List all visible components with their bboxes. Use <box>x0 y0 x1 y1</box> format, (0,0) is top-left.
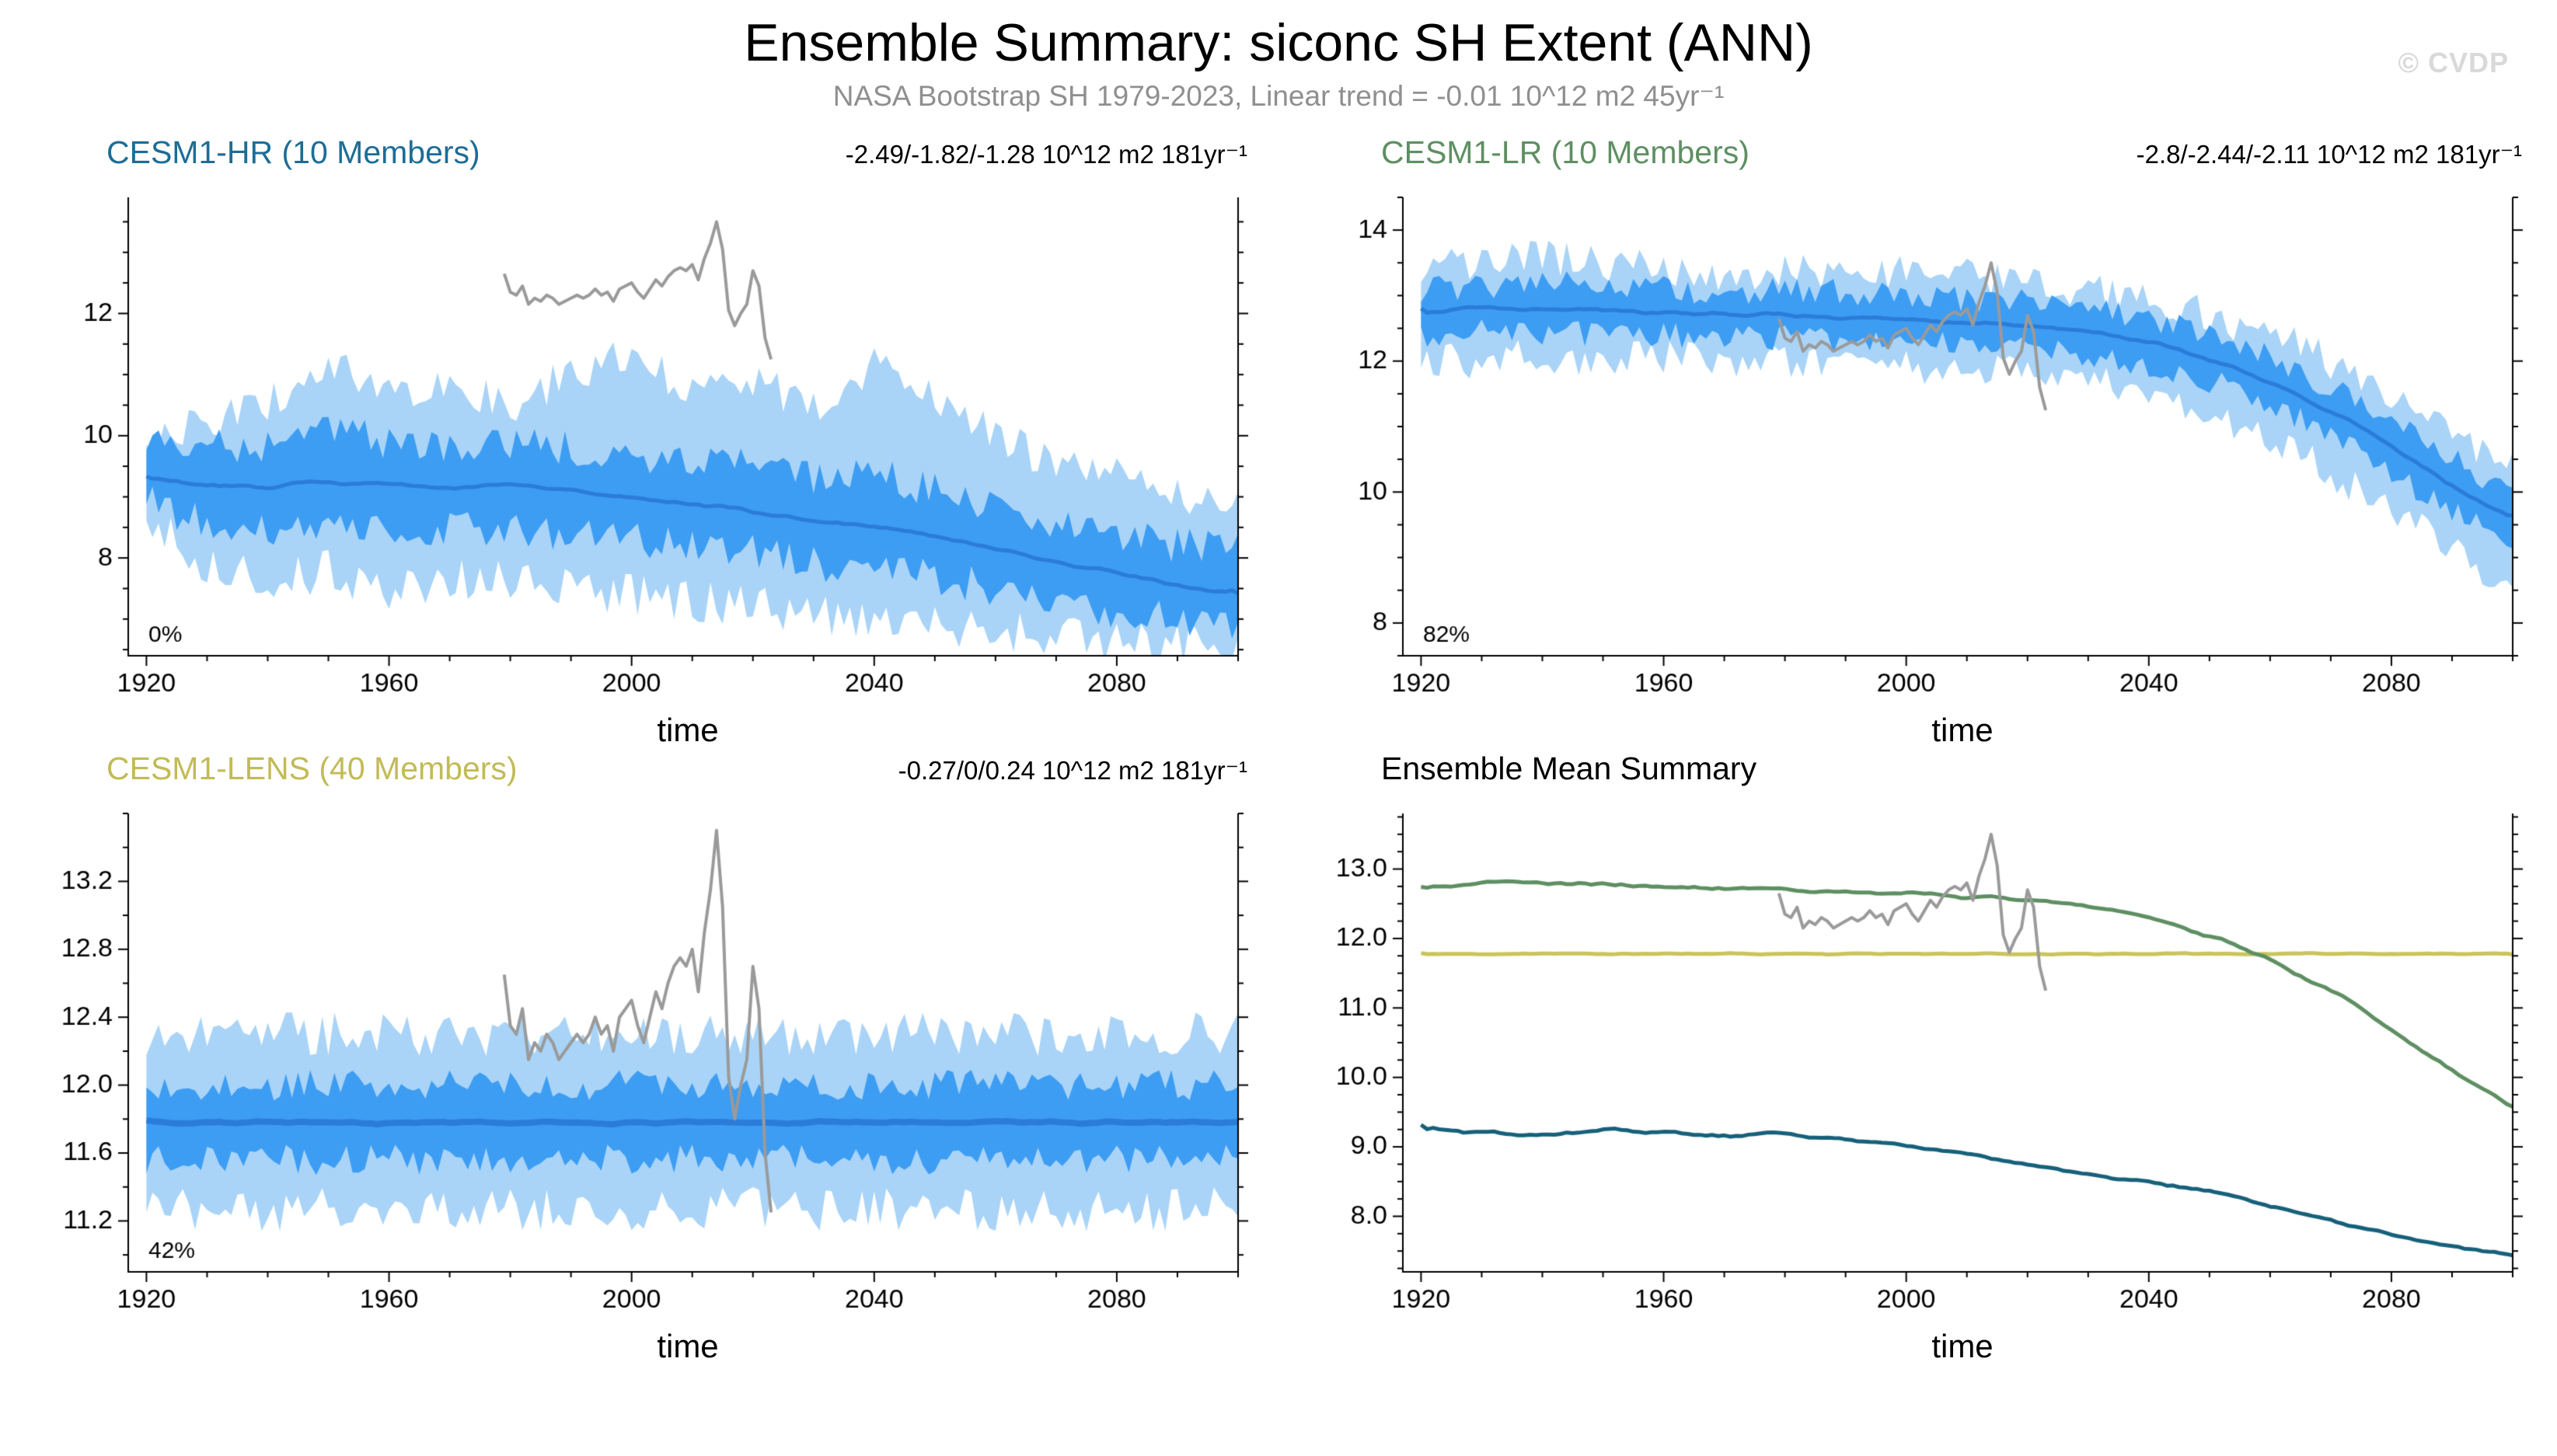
cvdp-watermark: © CVDP <box>2398 47 2509 78</box>
panel-header: CESM1-LENS (40 Members) -0.27/0/0.24 10^… <box>35 751 1255 792</box>
trend-label-cesm1-lr: -2.8/-2.44/-2.11 10^12 m2 181yr⁻¹ <box>2136 140 2522 169</box>
panel-title-cesm1-hr: CESM1-HR (10 Members) <box>106 134 480 170</box>
panel-cesm1-lr: CESM1-LR (10 Members) -2.8/-2.44/-2.11 1… <box>1310 134 2530 749</box>
trend-label-cesm1-lens: -0.27/0/0.24 10^12 m2 181yr⁻¹ <box>898 756 1247 785</box>
trend-label-cesm1-hr: -2.49/-1.82/-1.28 10^12 m2 181yr⁻¹ <box>845 140 1247 169</box>
cesm1-lens-chart <box>35 792 1255 1328</box>
panel-grid: CESM1-HR (10 Members) -2.49/-1.82/-1.28 … <box>0 113 2557 1365</box>
panel-cesm1-hr: CESM1-HR (10 Members) -2.49/-1.82/-1.28 … <box>35 134 1255 749</box>
x-axis-label: time <box>657 1328 719 1364</box>
cesm1-hr-chart <box>35 176 1255 712</box>
x-axis-label: time <box>1931 712 1994 748</box>
page-title: Ensemble Summary: siconc SH Extent (ANN) <box>744 13 1813 72</box>
panel-header: CESM1-HR (10 Members) -2.49/-1.82/-1.28 … <box>35 134 1255 176</box>
panel-cesm1-lens: CESM1-LENS (40 Members) -0.27/0/0.24 10^… <box>35 751 1255 1365</box>
page-subtitle: NASA Bootstrap SH 1979-2023, Linear tren… <box>832 80 1725 112</box>
x-axis-label: time <box>1931 1328 1994 1364</box>
x-axis-label: time <box>657 712 719 748</box>
panel-title-cesm1-lr: CESM1-LR (10 Members) <box>1381 134 1749 170</box>
cesm1-lr-chart <box>1310 176 2530 712</box>
panel-header: CESM1-LR (10 Members) -2.8/-2.44/-2.11 1… <box>1310 134 2530 176</box>
ensemble-mean-chart <box>1310 792 2530 1328</box>
panel-header: Ensemble Mean Summary <box>1310 751 2530 792</box>
panel-title-ensemble-mean: Ensemble Mean Summary <box>1381 751 1757 786</box>
panel-title-cesm1-lens: CESM1-LENS (40 Members) <box>106 751 518 786</box>
panel-ensemble-mean: Ensemble Mean Summary time <box>1310 751 2530 1365</box>
